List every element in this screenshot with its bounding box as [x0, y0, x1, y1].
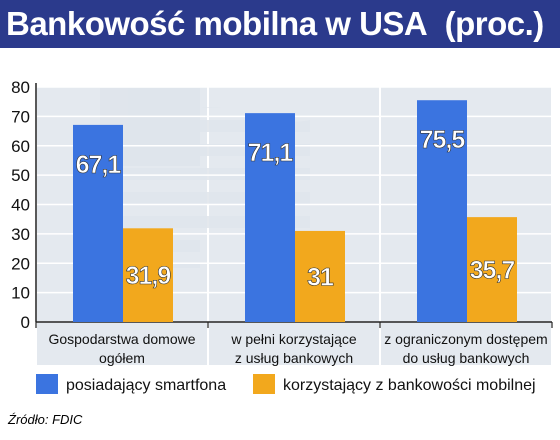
title-main: Bankowość mobilna w USA	[6, 5, 428, 42]
bar	[245, 113, 295, 322]
bar-value-label: 31,9	[126, 262, 171, 290]
legend-swatch	[36, 374, 58, 394]
x-category-label: ogółem	[99, 350, 145, 366]
source-note: Źródło: FDIC	[8, 412, 83, 427]
plot-area: 0 10 20 30 40 50 60 70 80 67,1 71,1 75,5 31,9 31 35,7 G…	[11, 78, 553, 394]
y-tick-label: 20	[11, 254, 30, 273]
y-tick-label: 10	[11, 284, 30, 303]
title-unit: (proc.)	[444, 5, 545, 42]
title-bar: Bankowość mobilna w USA (proc.)	[0, 0, 560, 48]
chart-title: Bankowość mobilna w USA (proc.)	[6, 2, 544, 46]
legend-swatch	[253, 374, 275, 394]
y-tick-label: 60	[11, 137, 30, 156]
y-tick-label: 40	[11, 196, 30, 215]
bar	[467, 217, 517, 322]
bar	[73, 124, 123, 322]
legend-label: korzystający z bankowości mobilnej	[283, 377, 536, 394]
x-category-label: z ograniczonym dostępem	[384, 331, 547, 347]
y-tick-label: 30	[11, 225, 30, 244]
x-category-label: w pełni korzystające	[230, 331, 356, 347]
y-tick-label: 50	[11, 166, 30, 185]
x-category-label: Gospodarstwa domowe	[48, 331, 195, 347]
bar-value-label: 35,7	[470, 257, 515, 285]
y-tick-label: 0	[21, 313, 30, 332]
bar-value-label: 67,1	[76, 151, 122, 179]
bar	[295, 230, 345, 322]
bar	[417, 100, 467, 322]
legend-label: posiadający smartfona	[66, 377, 226, 394]
y-tick-label: 70	[11, 107, 30, 126]
bar-chart: 0 10 20 30 40 50 60 70 80 67,1 71,1 75,5 31,9 31 35,7 G…	[11, 78, 553, 394]
y-tick-label: 80	[11, 78, 30, 97]
x-category-label: z usług bankowych	[235, 350, 353, 366]
bar-value-label: 71,1	[248, 139, 294, 167]
bar	[123, 228, 173, 322]
bar-value-label: 75,5	[420, 126, 466, 154]
x-category-label: do usług bankowych	[403, 350, 530, 366]
bar-value-label: 31	[307, 263, 334, 291]
